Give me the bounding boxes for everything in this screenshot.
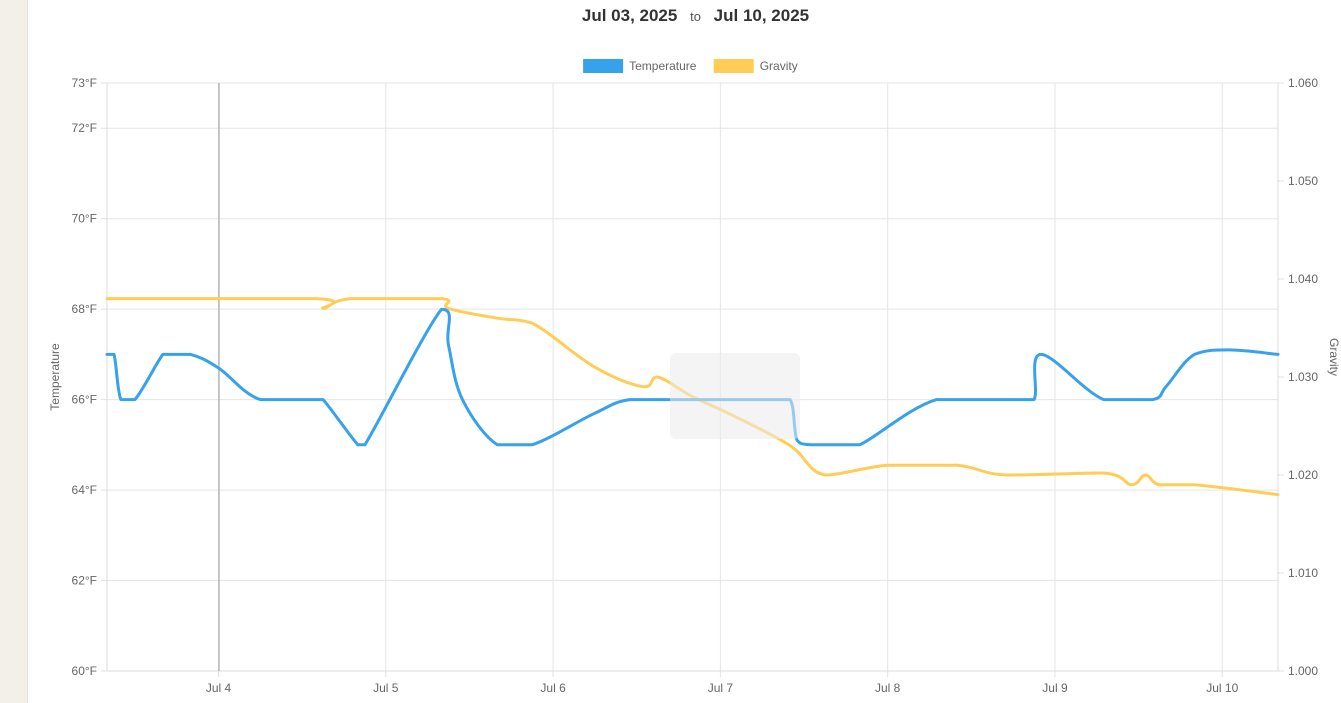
y-left-tick-label: 60°F — [72, 664, 97, 678]
y-right-axis-title: Gravity — [1327, 338, 1341, 376]
left-sidebar-strip — [0, 0, 28, 703]
legend-label-gravity[interactable]: Gravity — [760, 59, 798, 73]
x-tick-label: Jul 4 — [206, 681, 232, 695]
x-tick-label: Jul 10 — [1206, 681, 1238, 695]
y-right-tick-label: 1.050 — [1288, 174, 1318, 188]
x-tick-label: Jul 8 — [875, 681, 901, 695]
legend-label-temperature[interactable]: Temperature — [629, 59, 697, 73]
x-tick-label: Jul 9 — [1042, 681, 1068, 695]
y-right-tick-label: 1.000 — [1288, 664, 1318, 678]
y-left-tick-label: 70°F — [72, 212, 97, 226]
y-left-tick-label: 73°F — [72, 76, 97, 90]
y-right-tick-label: 1.010 — [1288, 566, 1318, 580]
range-separator: to — [690, 9, 701, 24]
date-range-header: Jul 03, 2025 to Jul 10, 2025 — [0, 6, 1341, 26]
y-left-axis-title: Temperature — [48, 343, 62, 411]
y-right-tick-label: 1.040 — [1288, 272, 1318, 286]
legend-swatch-gravity[interactable] — [713, 59, 754, 73]
y-left-tick-label: 64°F — [72, 483, 97, 497]
y-right-tick-label: 1.060 — [1288, 76, 1318, 90]
start-date[interactable]: Jul 03, 2025 — [581, 6, 678, 25]
x-tick-label: Jul 7 — [708, 681, 734, 695]
y-left-tick-label: 68°F — [72, 302, 97, 316]
tooltip-box — [670, 353, 800, 439]
y-left-tick-label: 62°F — [72, 574, 97, 588]
x-tick-label: Jul 5 — [373, 681, 399, 695]
y-left-tick-label: 66°F — [72, 393, 97, 407]
legend-swatch-temperature[interactable] — [583, 59, 624, 73]
y-right-tick-label: 1.030 — [1288, 370, 1318, 384]
series-line-temperature[interactable] — [105, 307, 1280, 447]
y-left-tick-label: 72°F — [72, 121, 97, 135]
end-date[interactable]: Jul 10, 2025 — [713, 6, 810, 25]
y-right-tick-label: 1.020 — [1288, 468, 1318, 482]
x-tick-label: Jul 6 — [540, 681, 566, 695]
